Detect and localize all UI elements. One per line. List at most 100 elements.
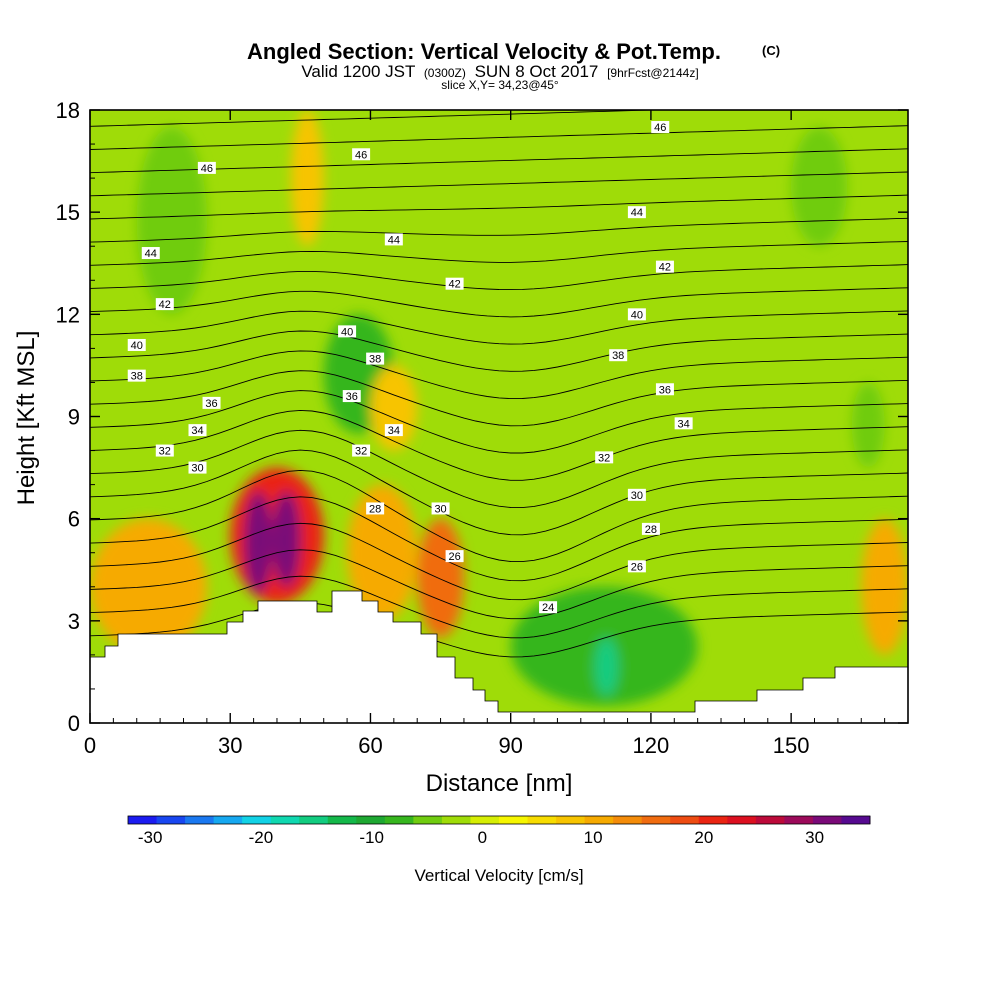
theta-contour-line [90, 194, 908, 220]
theta-contour-line [90, 125, 908, 150]
colorbar-frame [127, 815, 871, 825]
theta-label-text: 32 [355, 446, 367, 458]
theta-contour-line [90, 241, 908, 266]
theta-label-bg [595, 451, 614, 464]
colorbar-swatch [470, 816, 500, 824]
theta-contour-line [90, 148, 908, 174]
theta-label-text: 42 [159, 299, 171, 311]
theta-label-bg [431, 502, 450, 515]
x-tick-label: 60 [358, 733, 382, 758]
colorbar: -30 -20 -10 0 10 20 30 [127, 815, 871, 847]
theta-label: 34 [188, 424, 207, 437]
colorbar-swatch [499, 816, 529, 824]
colorbar-swatch [812, 816, 842, 824]
chart-title: Angled Section: Vertical Velocity & Pot.… [247, 39, 721, 64]
velocity-cell [347, 484, 418, 621]
theta-label: 46 [352, 148, 371, 161]
theta-label-bg [655, 383, 674, 396]
theta-contour-line [90, 429, 908, 509]
theta-label-bg [127, 338, 146, 351]
x-tick-label: 90 [498, 733, 522, 758]
theta-label: 36 [202, 396, 221, 410]
theta-contour-line [90, 409, 908, 481]
theta-label: 28 [366, 502, 385, 515]
y-tick-label: 6 [68, 507, 80, 532]
theta-contour-line [90, 575, 908, 639]
theta-label-text: 46 [355, 149, 367, 161]
theta-label: 44 [627, 206, 646, 219]
theta-label-text: 40 [341, 326, 353, 338]
theta-label-text: 38 [369, 354, 381, 366]
theta-label: 34 [674, 417, 693, 430]
colorbar-swatch [613, 816, 643, 824]
theta-label: 32 [352, 444, 371, 458]
x-tick-label: 150 [773, 733, 810, 758]
theta-label-bg [352, 148, 371, 161]
theta-label-text: 28 [369, 503, 381, 515]
theta-label-bg [627, 206, 646, 219]
theta-contour-line [90, 93, 441, 103]
x-tick-label: 0 [84, 733, 96, 758]
theta-label-text: 44 [145, 248, 157, 260]
colorbar-swatch [384, 816, 414, 824]
colorbar-tick-label: -30 [138, 828, 163, 847]
chart-slice-label: slice X,Y= 34,23@45° [441, 78, 559, 92]
theta-label: 34 [384, 424, 403, 437]
x-axis: 0 30 60 90 120 150 [84, 110, 886, 758]
theta-label-bg [627, 308, 646, 321]
theta-label-bg [188, 424, 207, 437]
colorbar-swatch [356, 816, 386, 824]
theta-label-text: 42 [659, 262, 671, 274]
theta-label-bg [197, 161, 216, 174]
theta-label: 38 [366, 352, 385, 366]
theta-label-text: 26 [448, 551, 460, 563]
theta-contour-line [90, 522, 908, 601]
theta-label-bg [445, 550, 464, 563]
subtitle-date: SUN 8 Oct 2017 [475, 62, 599, 81]
theta-label: 30 [431, 502, 450, 515]
theta-label-bg [445, 277, 464, 290]
colorbar-swatch [841, 816, 871, 824]
field-background [90, 110, 908, 723]
theta-label-bg [651, 121, 670, 134]
theta-label-bg [366, 352, 385, 365]
theta-label-text: 30 [631, 490, 643, 502]
theta-label-text: 38 [612, 350, 624, 362]
colorbar-swatch [185, 816, 215, 824]
theta-label-text: 38 [131, 371, 143, 383]
theta-label-bg [342, 390, 361, 403]
theta-contour-line [90, 602, 908, 658]
theta-label: 44 [384, 233, 403, 246]
theta-label-text: 24 [542, 602, 554, 614]
theta-label: 30 [188, 461, 207, 475]
theta-label-text: 44 [631, 207, 643, 219]
colorbar-swatch [641, 816, 671, 824]
y-tick-label: 0 [68, 711, 80, 736]
theta-label-text: 32 [598, 452, 610, 464]
theta-label-bg [155, 298, 174, 311]
colorbar-swatch [584, 816, 614, 824]
theta-label-text: 36 [205, 398, 217, 410]
theta-label: 40 [338, 325, 357, 338]
theta-contour-line [90, 217, 908, 243]
plot-area: 46 46 46 44 44 44 42 42 42 40 40 40 38 38 38 36 36 36 34 34… [90, 93, 908, 723]
theta-contour-line [90, 171, 908, 197]
theta-label: 40 [127, 338, 146, 352]
theta-label-text: 46 [201, 163, 213, 175]
theta-contour-line [90, 496, 908, 582]
y-tick-label: 9 [68, 405, 80, 430]
colorbar-swatch [441, 816, 471, 824]
velocity-cell [861, 518, 908, 655]
theta-label-bg [352, 444, 371, 457]
theta-label-bg [609, 349, 628, 362]
theta-label-bg [627, 560, 646, 573]
y-tick-label: 3 [68, 609, 80, 634]
y-tick-label: 15 [56, 200, 80, 225]
theta-label: 24 [539, 601, 558, 614]
theta-label: 26 [445, 550, 464, 563]
theta-label-text: 36 [346, 391, 358, 403]
theta-label-bg [655, 260, 674, 273]
theta-label-bg [366, 502, 385, 515]
theta-label-text: 40 [131, 340, 143, 352]
colorbar-swatch [755, 816, 785, 824]
